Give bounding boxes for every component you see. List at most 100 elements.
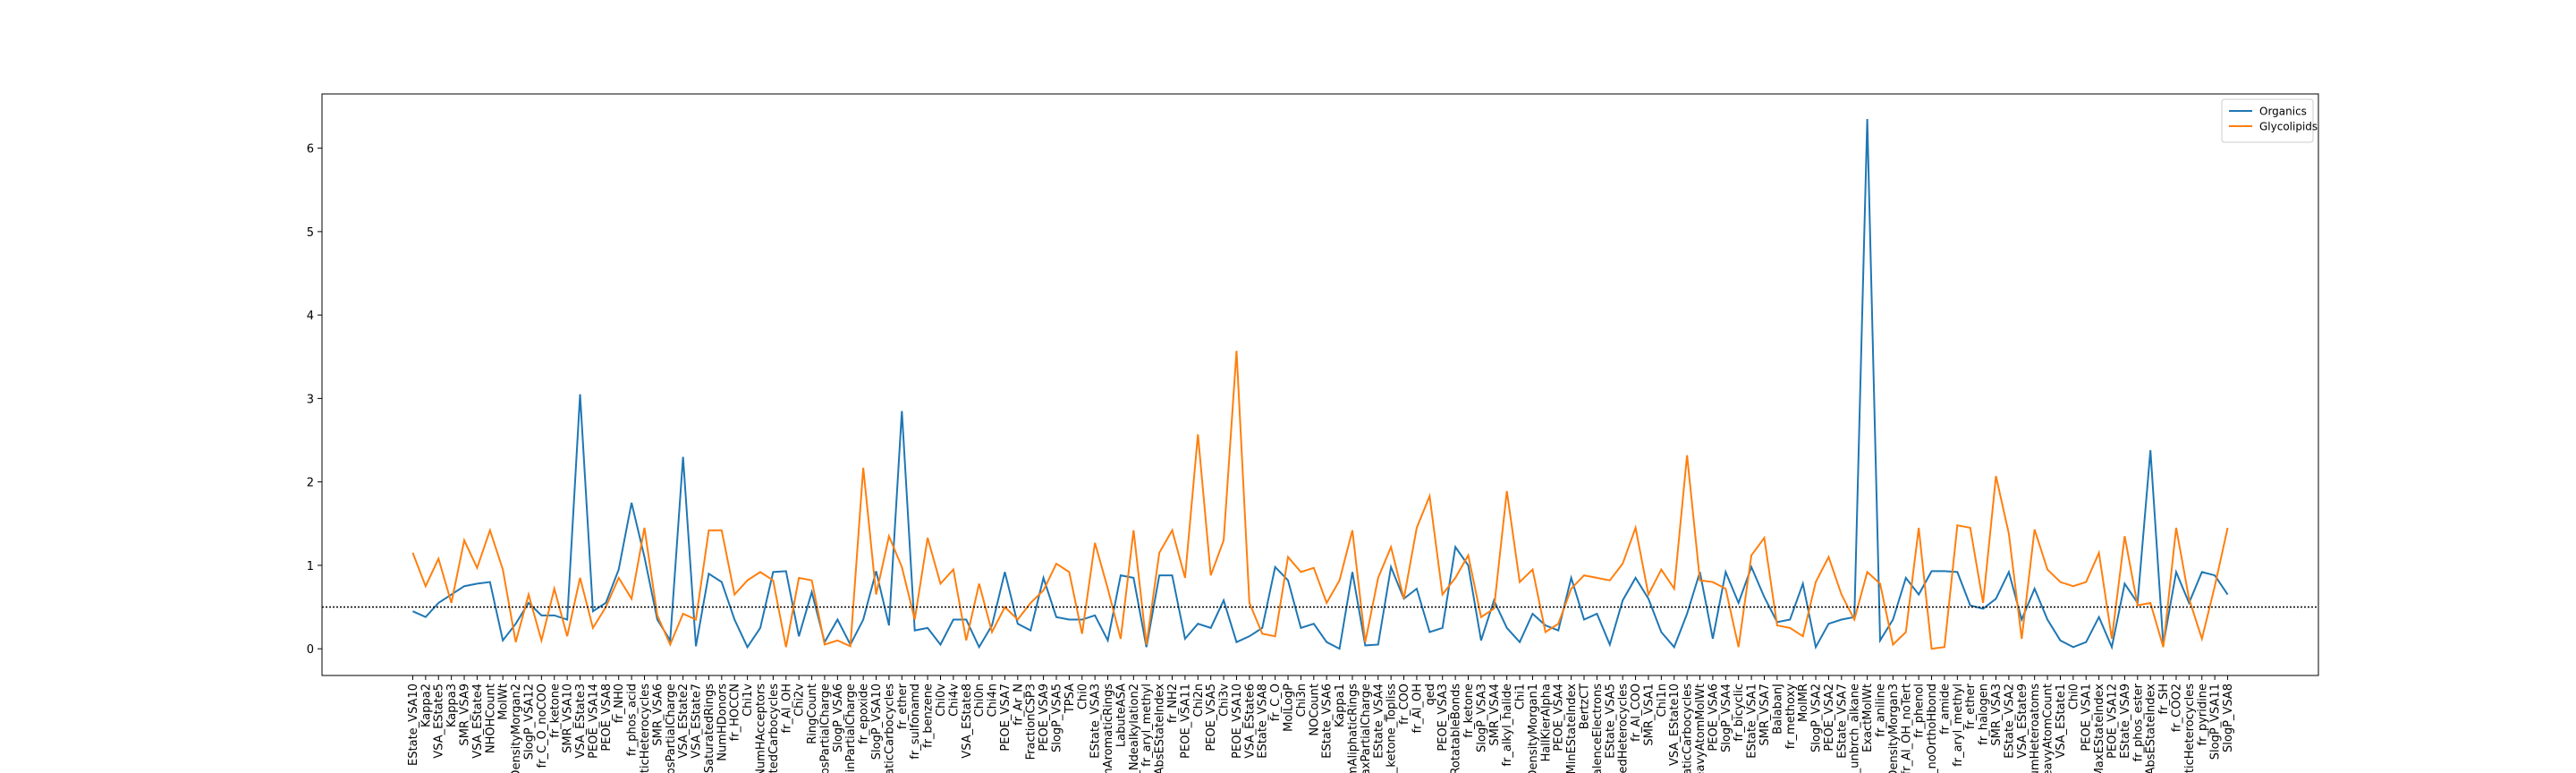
legend-label: Organics (2259, 106, 2307, 118)
x-tick-label: fr_Al_OH (780, 684, 793, 733)
series-line (412, 118, 2229, 650)
x-tick-label: NOCount (1308, 684, 1321, 736)
x-tick-label: EState_VSA1 (1746, 684, 1759, 759)
x-tick-label: NumHAcceptors (755, 684, 768, 773)
x-tick-label: fr_HOCCN (729, 684, 742, 741)
x-tick-label: MaxAbsPartialCharge (665, 684, 678, 773)
x-tick-label: fr_Al_OH_noTert (1900, 684, 1913, 773)
x-tick-label: Chi1v (741, 684, 755, 717)
series-line (411, 351, 2229, 650)
x-tick-label: fr_C_O (1269, 684, 1283, 721)
x-tick-label: EState_VSA5 (1604, 684, 1617, 759)
x-tick-label: NumValenceElectrons (1591, 684, 1605, 773)
x-tick-label: SlogP_VSA12 (522, 684, 536, 760)
x-tick-label: VSA_EState4 (471, 684, 485, 759)
x-tick-label: fr_ketone_Topliss (1385, 684, 1399, 773)
x-tick-label: MinAbsEStateIndex (2145, 684, 2158, 773)
x-tick-label: BalabanJ (1771, 684, 1784, 735)
x-tick-label: Chi3v (1218, 684, 1232, 717)
x-tick-label: PEOE_VSA5 (1205, 684, 1218, 752)
x-tick-label: fr_unbrch_alkane (1849, 684, 1862, 773)
x-tick-label: BertzCT (1579, 684, 1592, 729)
x-tick-label: fr_methoxy (1784, 684, 1798, 750)
y-tick-label: 0 (307, 643, 314, 657)
legend-label: Glycolipids (2259, 121, 2318, 133)
x-tick-label: SMR_VSA1 (1642, 684, 1656, 746)
x-tick-label: RingCount (806, 684, 819, 744)
x-tick-label: MinAbsPartialCharge (818, 684, 832, 773)
x-tick-label: FpDensityMorgan2 (510, 684, 523, 773)
x-tick-label: MaxAbsEStateIndex (1154, 684, 1167, 773)
x-tick-label: fr_pyridine (2196, 684, 2209, 745)
x-tick-label: EState_VSA4 (1372, 684, 1385, 759)
x-tick-label: fr_ether (1964, 683, 1978, 729)
x-tick-label: fr_ether (896, 683, 910, 729)
x-tick-label: HeavyAtomMolWt (1694, 684, 1707, 773)
x-tick-label: NumSaturatedCarbocycles (767, 684, 781, 773)
x-tick-label: fr_COO2 (2170, 684, 2183, 732)
x-tick-label: qed (1424, 684, 1437, 706)
x-tick-label: MaxEStateIndex (2093, 684, 2106, 773)
x-tick-label: fr_Ar_N (1012, 684, 1025, 726)
x-tick-label: Chi0n (973, 684, 987, 717)
x-tick-label: EState_VSA10 (407, 684, 420, 766)
x-tick-label: fr_ketone (548, 684, 562, 738)
x-tick-label: Chi0 (1076, 684, 1089, 709)
x-tick-label: VSA_EState6 (1243, 684, 1257, 759)
x-tick-label: PEOE_VSA9 (1038, 684, 1051, 752)
x-tick-label: VSA_EState9 (2016, 684, 2029, 759)
x-tick-label: fr_phenol (1913, 684, 1927, 738)
x-tick-label: LabuteASA (1114, 684, 1128, 747)
x-tick-label: Chi3n (1295, 684, 1309, 717)
y-tick-label: 2 (307, 477, 314, 490)
x-tick-label: MaxPartialCharge (1360, 684, 1373, 773)
x-tick-label: Chi0v (935, 684, 948, 717)
y-tick-label: 1 (307, 560, 314, 573)
x-tick-label: VSA_EState7 (691, 684, 704, 759)
x-tick-label: NumAromaticHeterocycles (2183, 684, 2197, 773)
x-tick-label: NumAliphaticCarbocycles (1682, 684, 1695, 773)
x-tick-label: MolMR (1797, 684, 1810, 722)
x-tick-label: SlogP_VSA5 (1050, 684, 1063, 752)
x-tick-label: fr_bicyclic (1733, 684, 1746, 742)
x-tick-label: NumAliphaticRings (1346, 684, 1360, 773)
x-tick-label: FractionCSP3 (1025, 684, 1038, 760)
x-tick-label: Chi2v (793, 684, 807, 717)
x-tick-label: MolLogP (1283, 684, 1296, 732)
x-tick-label: fr_halogen (1978, 684, 1991, 745)
x-tick-label: fr_NH0 (613, 684, 626, 723)
x-tick-label: FpDensityMorgan1 (1527, 684, 1540, 773)
x-tick-label: PEOE_VSA4 (1553, 684, 1566, 752)
x-tick-label: SlogP_VSA11 (2209, 684, 2223, 760)
x-tick-label: PEOE_VSA11 (1179, 684, 1192, 759)
x-tick-label: Chi1n (1656, 684, 1669, 717)
x-tick-label: fr_COO (1398, 684, 1411, 725)
x-tick-label: NumAromaticRings (1102, 684, 1115, 773)
x-tick-label: SlogP_VSA2 (1810, 684, 1824, 752)
x-tick-label: NumHeteroatoms (2029, 684, 2042, 773)
x-tick-label: fr_aryl_methyl (1952, 684, 1965, 767)
x-tick-label: VSA_EState3 (574, 684, 588, 759)
x-tick-label: EState_VSA9 (2119, 684, 2132, 759)
x-tick-label: SMR_VSA9 (459, 684, 472, 746)
x-tick-label: VSA_EState8 (961, 684, 974, 759)
x-tick-label: fr_aryl_methyl (1140, 684, 1154, 767)
x-tick-label: fr_epoxide (858, 684, 871, 744)
x-tick-label: PEOE_VSA12 (2106, 684, 2120, 759)
x-tick-label: SlogP_VSA6 (832, 684, 845, 752)
x-tick-label: SlogP_VSA8 (2222, 684, 2235, 752)
x-tick-label: SMR_VSA10 (562, 684, 575, 753)
x-tick-label: NumSaturatedHeterocycles (1617, 684, 1631, 773)
x-tick-label: MolWt (497, 684, 511, 720)
x-tick-label: PEOE_VSA2 (1823, 684, 1836, 752)
x-tick-label: MinEStateIndex (1565, 684, 1579, 773)
y-tick-label: 3 (307, 393, 314, 406)
x-tick-label: Chi1 (1514, 684, 1528, 709)
x-tick-label: Kappa3 (445, 684, 459, 727)
x-tick-label: fr_alkyl_halide (1501, 684, 1514, 767)
x-tick-label: EState_VSA6 (1321, 684, 1335, 759)
x-tick-label: fr_sulfonamd (909, 684, 922, 760)
x-tick-label: fr_SH (2157, 684, 2171, 714)
x-tick-label: PEOE_VSA14 (587, 684, 600, 759)
x-tick-label: NumAliphaticHeterocycles (639, 684, 652, 773)
